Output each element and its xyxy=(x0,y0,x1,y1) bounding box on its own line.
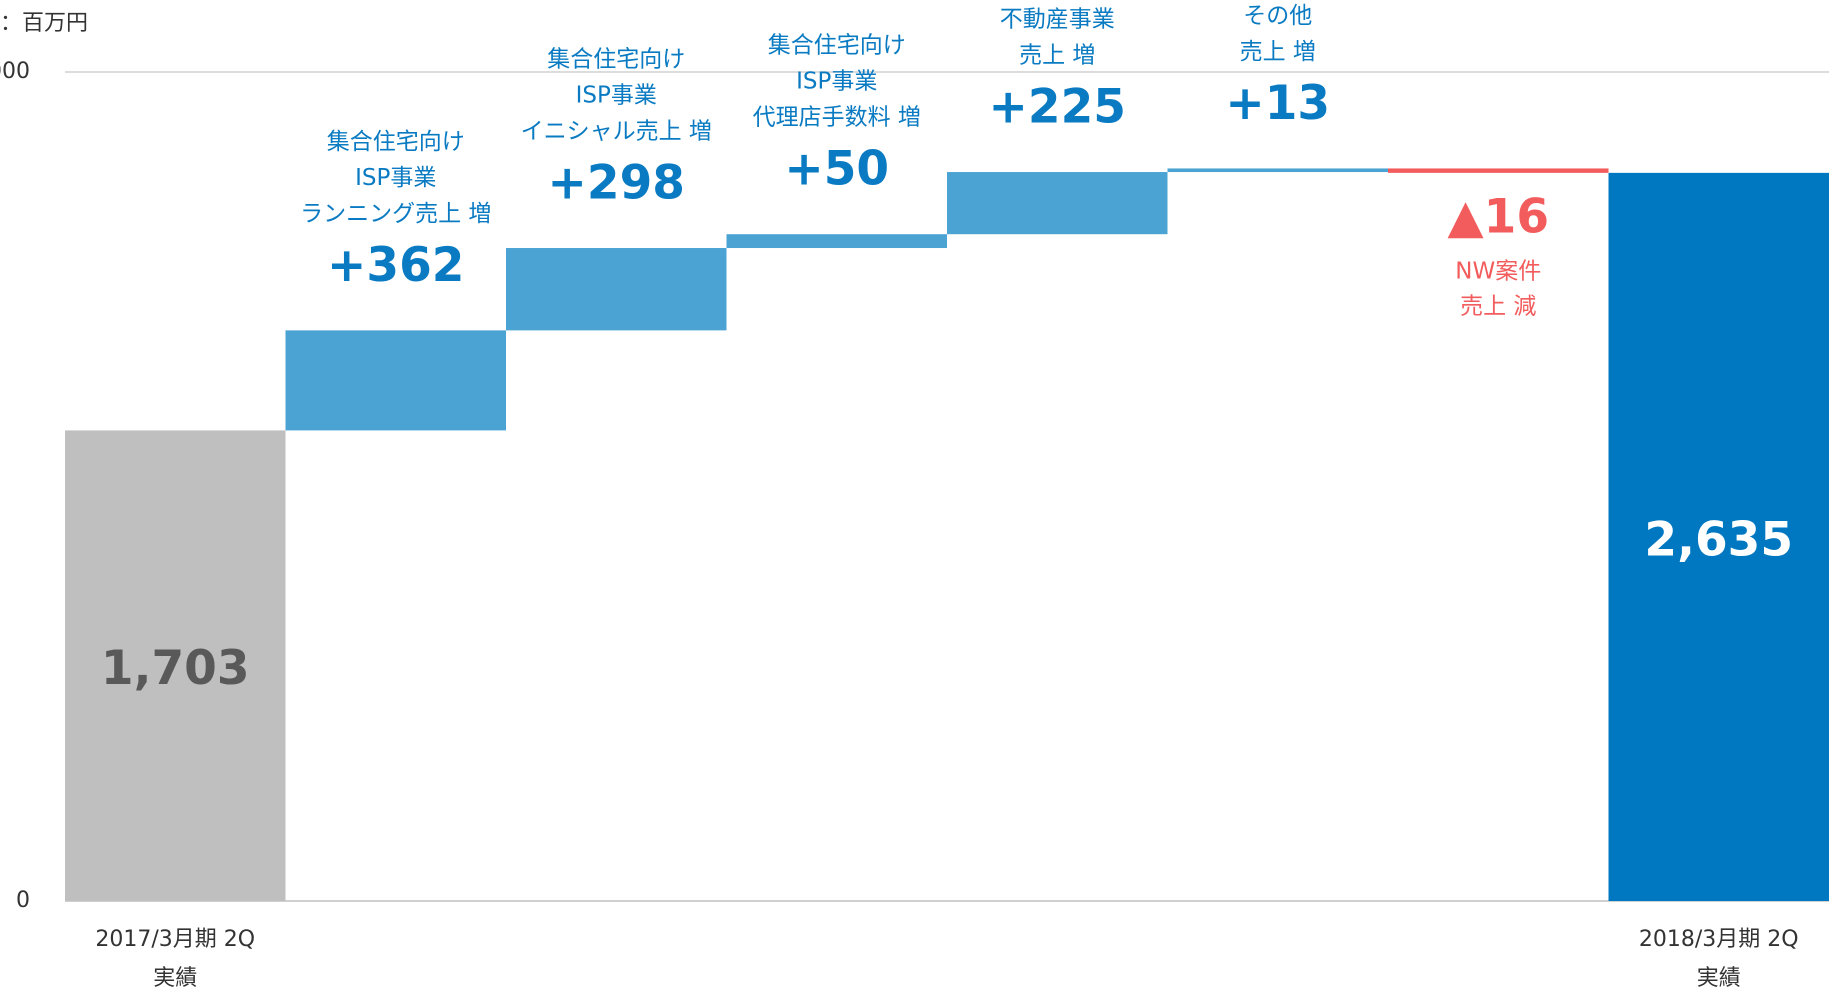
x-tick-label: 実績 xyxy=(153,966,197,991)
annotation: イニシャル売上 増 xyxy=(521,119,712,145)
annotation: 集合住宅向け xyxy=(768,33,906,59)
unit-label: ：百万円 xyxy=(0,11,88,36)
annotation: NW案件 xyxy=(1455,258,1541,284)
value-label: 1,703 xyxy=(101,641,250,696)
annotation: 売上 増 xyxy=(1240,39,1316,65)
value-label: +225 xyxy=(989,80,1127,135)
total-bar xyxy=(65,430,286,901)
total-bar xyxy=(1608,172,1829,901)
decrease-bar xyxy=(1388,168,1609,173)
annotation: 売上 増 xyxy=(1019,43,1095,69)
annotation: ISP事業 xyxy=(355,165,436,191)
annotation: 集合住宅向け xyxy=(547,47,685,73)
x-tick-label: 2018/3月期 2Q xyxy=(1639,927,1799,952)
value-label: +362 xyxy=(327,238,465,293)
increase-bar xyxy=(947,172,1168,235)
y-tick-label: 3,000 xyxy=(0,59,30,84)
value-label: +50 xyxy=(784,142,889,197)
annotation: 不動産事業 xyxy=(1000,7,1115,33)
annotation: ISP事業 xyxy=(796,69,877,95)
increase-bar xyxy=(1167,168,1388,173)
increase-bar xyxy=(285,330,506,431)
annotation: ISP事業 xyxy=(576,83,657,109)
annotation: 集合住宅向け xyxy=(327,129,465,155)
x-tick-label: 実績 xyxy=(1697,966,1741,991)
x-tick-label: 2017/3月期 2Q xyxy=(95,927,255,952)
increase-bar xyxy=(726,234,947,249)
annotation: 代理店手数料 増 xyxy=(753,105,921,131)
increase-bar xyxy=(506,248,727,331)
annotation: その他 xyxy=(1243,3,1312,29)
value-label: +298 xyxy=(548,156,686,211)
value-label: +13 xyxy=(1225,76,1330,131)
value-label: ▲16 xyxy=(1447,189,1549,244)
annotation: 売上 減 xyxy=(1460,293,1536,319)
y-tick-label: 0 xyxy=(16,888,30,913)
annotation: ランニング売上 増 xyxy=(300,201,491,227)
value-label: 2,635 xyxy=(1644,512,1793,567)
